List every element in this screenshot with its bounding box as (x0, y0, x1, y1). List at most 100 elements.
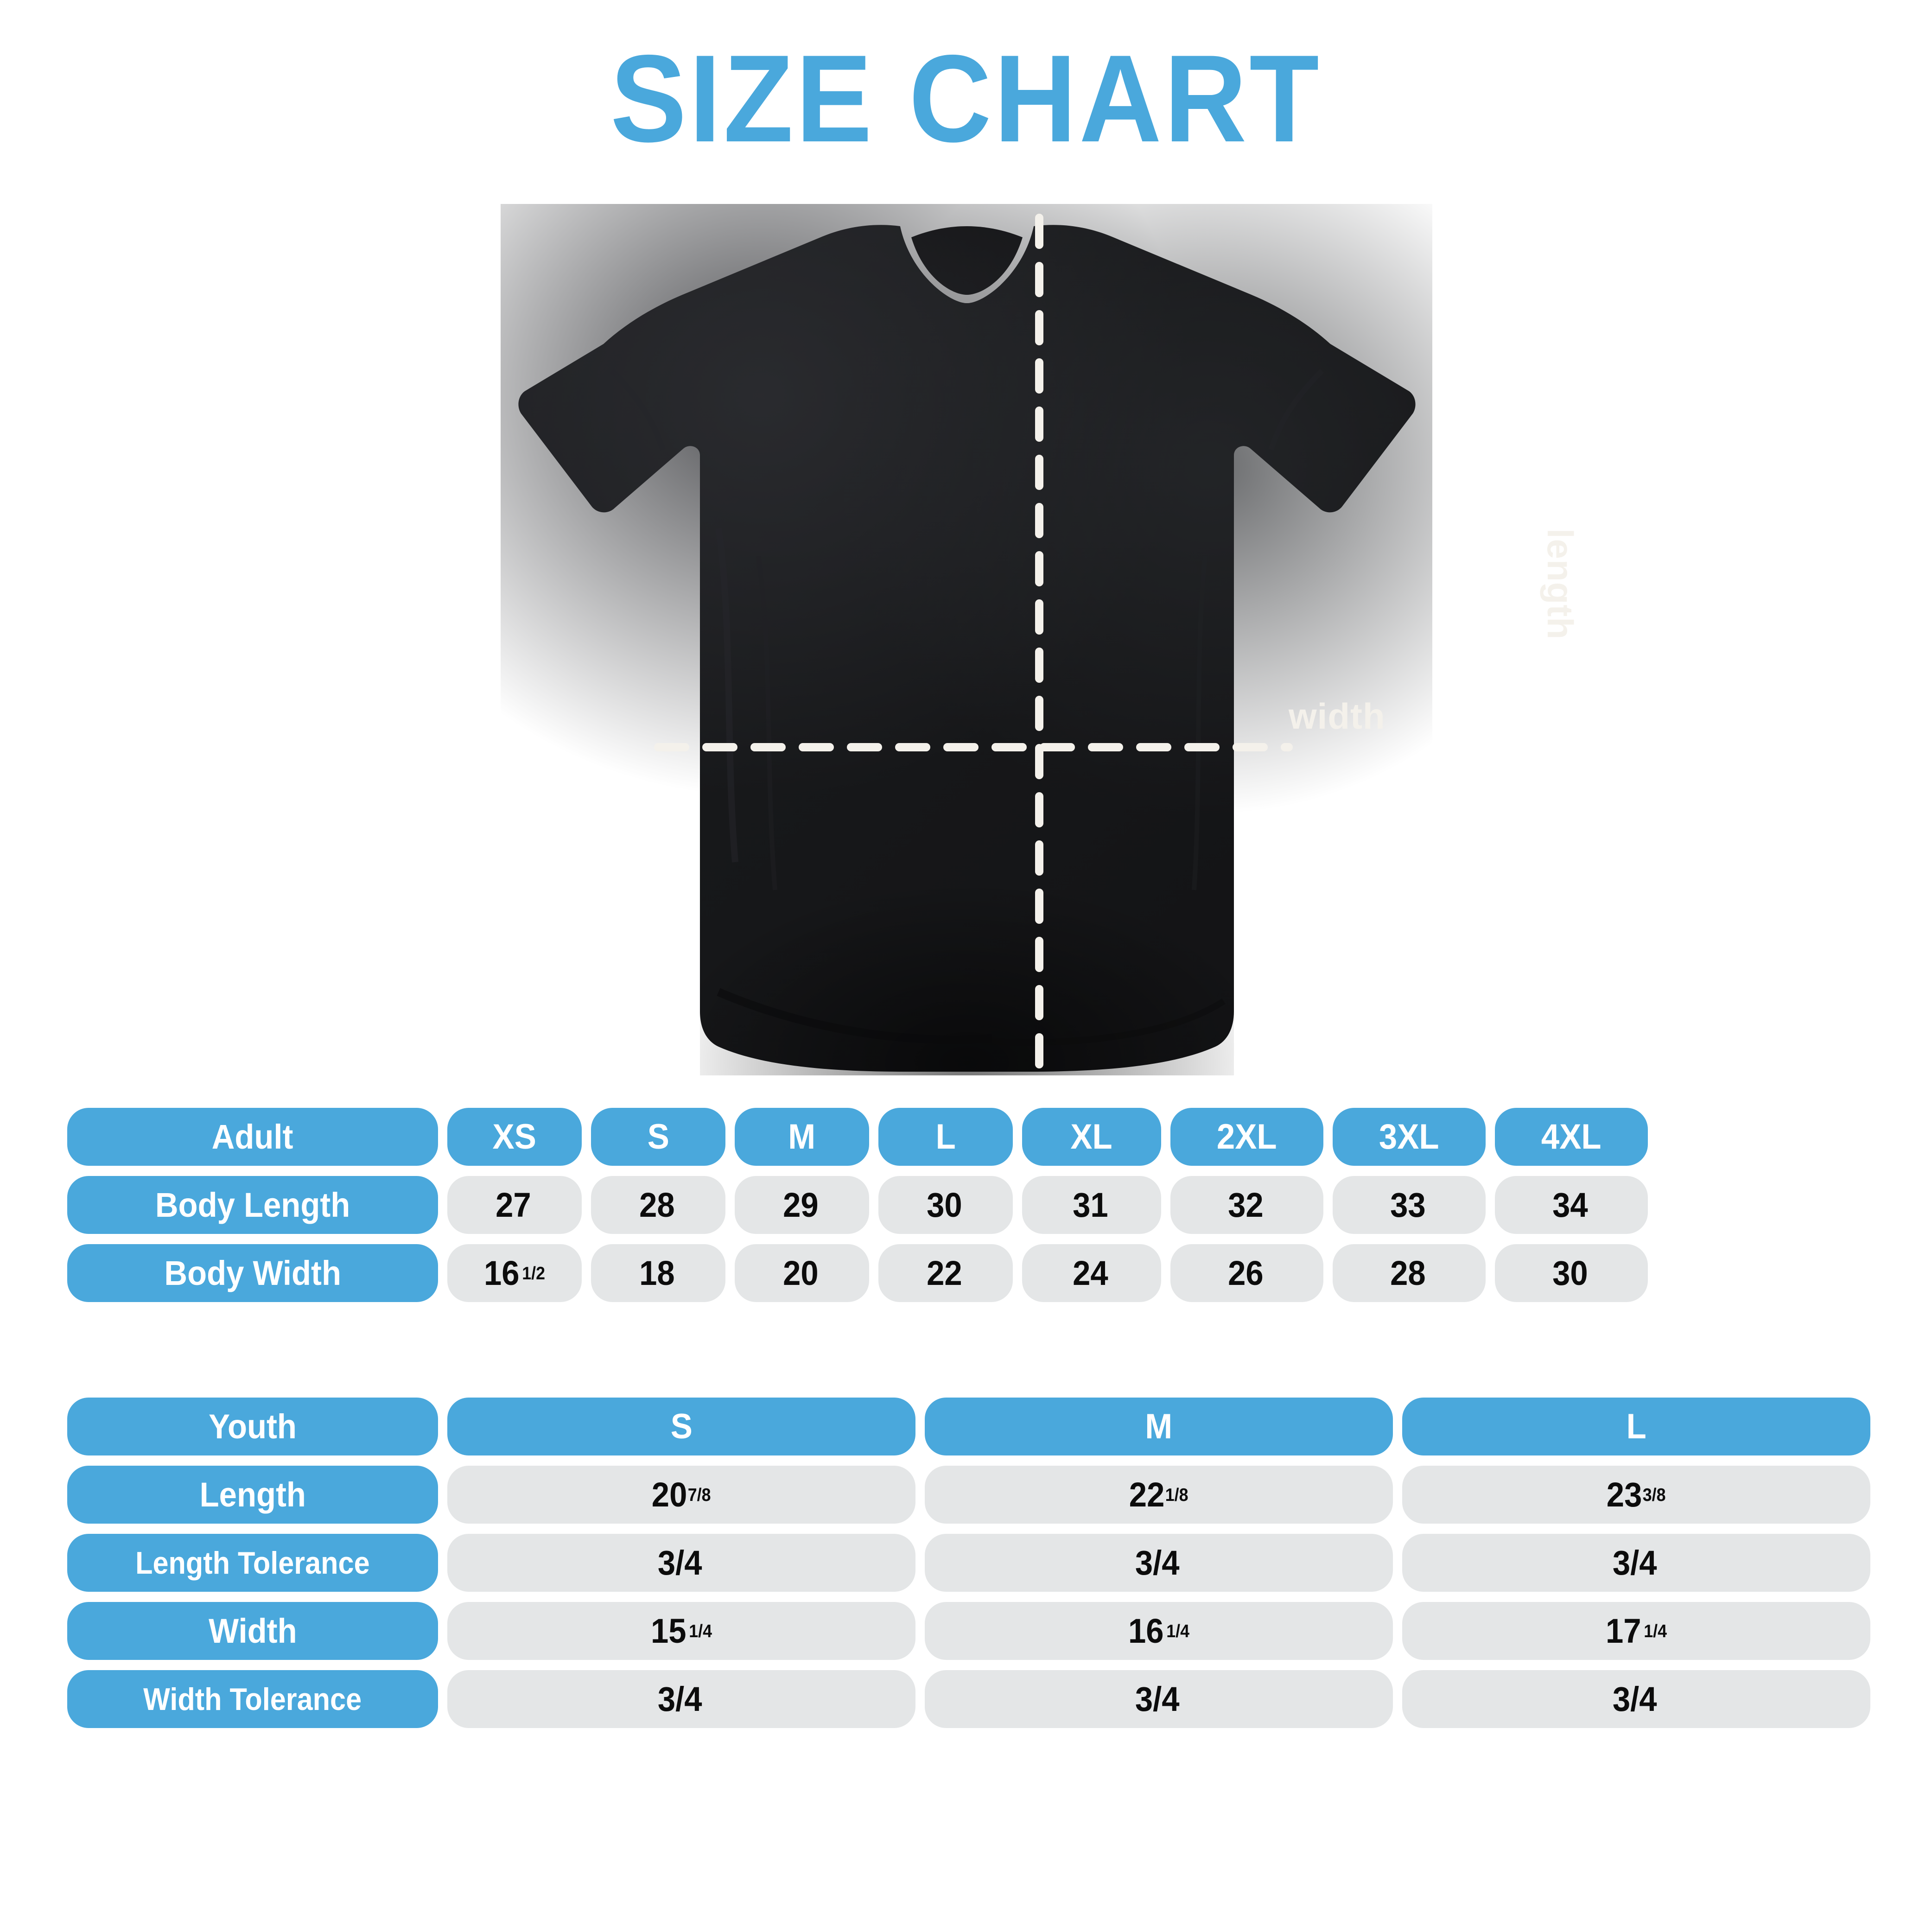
tshirt-svg (501, 204, 1432, 1075)
value-whole: 34 (1552, 1185, 1588, 1224)
table-row: Length Tolerance 3/4 3/4 3/4 (67, 1534, 1870, 1592)
value-whole: 3/4 (658, 1679, 702, 1718)
youth-length-tolerance-m: 3/4 (925, 1534, 1393, 1592)
adult-size-header-xs[interactable]: XS (447, 1108, 582, 1166)
youth-size-table: Youth S M L Length 20 7/8 22 1/8 (67, 1398, 1870, 1728)
youth-width-tolerance-l: 3/4 (1402, 1670, 1870, 1728)
value-whole: 3/4 (658, 1543, 702, 1582)
tshirt-illustration: width length (501, 204, 1581, 1075)
adult-body-width-xl: 24 (1022, 1244, 1161, 1302)
youth-header-row: Youth S M L (67, 1398, 1870, 1455)
adult-size-table: Adult XS S M L XL 2XL 3XL (67, 1108, 1648, 1302)
adult-size-header-4xl[interactable]: 4XL (1495, 1108, 1648, 1166)
youth-width-s: 15 1/4 (447, 1602, 915, 1660)
value-whole: 20 (782, 1253, 819, 1292)
youth-row-label-length-tolerance-text: Length Tolerance (135, 1545, 370, 1581)
adult-size-header-s-text: S (647, 1117, 669, 1157)
adult-size-header-l[interactable]: L (878, 1108, 1013, 1166)
table-row: Body Length 27 28 29 30 31 32 33 (67, 1176, 1648, 1234)
table-row: Width 15 1/4 16 1/4 17 1/4 (67, 1602, 1870, 1660)
value-whole: 24 (1072, 1253, 1108, 1292)
adult-table-label: Adult (67, 1108, 438, 1166)
adult-body-length-s: 28 (591, 1176, 725, 1234)
adult-size-header-m[interactable]: M (735, 1108, 869, 1166)
adult-size-header-l-text: L (935, 1117, 956, 1157)
page-title: SIZE CHART (77, 36, 1855, 160)
youth-width-l: 17 1/4 (1402, 1602, 1870, 1660)
adult-body-length-3xl: 33 (1333, 1176, 1486, 1234)
adult-size-header-4xl-text: 4XL (1541, 1117, 1602, 1157)
adult-body-length-4xl: 34 (1495, 1176, 1648, 1234)
value-whole: 3/4 (1613, 1543, 1657, 1582)
youth-length-tolerance-s: 3/4 (447, 1534, 915, 1592)
adult-row-label-body-length-text: Body Length (155, 1185, 350, 1224)
value-whole: 22 (1129, 1475, 1165, 1514)
table-row: Length 20 7/8 22 1/8 23 3/8 (67, 1466, 1870, 1524)
youth-row-label-length-text: Length (199, 1475, 306, 1514)
value-whole: 28 (1390, 1253, 1426, 1292)
youth-size-header-m-text: M (1145, 1406, 1173, 1446)
youth-row-label-length-tolerance: Length Tolerance (67, 1534, 438, 1592)
adult-size-header-xl-text: XL (1070, 1117, 1113, 1157)
youth-size-header-l[interactable]: L (1402, 1398, 1870, 1455)
adult-size-header-s[interactable]: S (591, 1108, 725, 1166)
adult-table-label-text: Adult (212, 1117, 293, 1156)
value-whole: 26 (1227, 1253, 1264, 1292)
value-whole: 15 (650, 1611, 686, 1650)
youth-length-s: 20 7/8 (447, 1466, 915, 1524)
adult-body-length-xs: 27 (447, 1176, 582, 1234)
youth-length-m: 22 1/8 (925, 1466, 1393, 1524)
adult-body-length-2xl: 32 (1170, 1176, 1323, 1234)
youth-width-tolerance-s: 3/4 (447, 1670, 915, 1728)
youth-row-label-width: Width (67, 1602, 438, 1660)
youth-size-header-s[interactable]: S (447, 1398, 915, 1455)
youth-size-header-m[interactable]: M (925, 1398, 1393, 1455)
value-fraction: 1/4 (1644, 1621, 1667, 1641)
value-whole: 28 (639, 1185, 675, 1224)
adult-body-width-2xl: 26 (1170, 1244, 1323, 1302)
adult-size-header-xl[interactable]: XL (1022, 1108, 1161, 1166)
value-whole: 3/4 (1135, 1543, 1180, 1582)
value-whole: 16 (483, 1253, 520, 1292)
youth-size-header-s-text: S (670, 1406, 693, 1446)
adult-body-length-l: 30 (878, 1176, 1013, 1234)
youth-length-l: 23 3/8 (1402, 1466, 1870, 1524)
value-fraction: 1/8 (1165, 1485, 1188, 1505)
adult-size-header-2xl[interactable]: 2XL (1170, 1108, 1323, 1166)
adult-body-length-xl: 31 (1022, 1176, 1161, 1234)
width-measurement-label: width (1289, 696, 1385, 737)
value-whole: 27 (495, 1185, 531, 1224)
youth-row-label-width-tolerance-text: Width Tolerance (143, 1681, 362, 1717)
youth-row-label-length: Length (67, 1466, 438, 1524)
page-title-text: SIZE CHART (610, 29, 1322, 168)
value-fraction: 1/4 (689, 1621, 712, 1641)
youth-width-m: 16 1/4 (925, 1602, 1393, 1660)
youth-table-label-text: Youth (209, 1407, 297, 1446)
value-whole: 18 (639, 1253, 675, 1292)
adult-size-header-3xl[interactable]: 3XL (1333, 1108, 1486, 1166)
adult-body-width-4xl: 30 (1495, 1244, 1648, 1302)
value-whole: 17 (1605, 1611, 1641, 1650)
adult-header-row: Adult XS S M L XL 2XL 3XL (67, 1108, 1648, 1166)
table-row: Body Width 16 1/2 18 20 22 24 26 28 (67, 1244, 1648, 1302)
adult-body-width-3xl: 28 (1333, 1244, 1486, 1302)
adult-size-header-3xl-text: 3XL (1379, 1117, 1439, 1157)
value-whole: 23 (1607, 1475, 1642, 1514)
value-fraction: 1/2 (522, 1263, 546, 1284)
adult-body-width-m: 20 (735, 1244, 869, 1302)
value-whole: 32 (1227, 1185, 1264, 1224)
value-whole: 3/4 (1613, 1679, 1657, 1718)
value-whole: 31 (1072, 1185, 1108, 1224)
value-whole: 3/4 (1135, 1679, 1180, 1718)
value-fraction: 1/4 (1166, 1621, 1190, 1641)
value-whole: 30 (1552, 1253, 1588, 1292)
value-whole: 22 (926, 1253, 962, 1292)
youth-length-tolerance-l: 3/4 (1402, 1534, 1870, 1592)
value-whole: 16 (1128, 1611, 1164, 1650)
adult-body-width-s: 18 (591, 1244, 725, 1302)
youth-size-header-l-text: L (1626, 1406, 1646, 1446)
value-whole: 29 (782, 1185, 819, 1224)
adult-body-width-l: 22 (878, 1244, 1013, 1302)
youth-table-label: Youth (67, 1398, 438, 1455)
